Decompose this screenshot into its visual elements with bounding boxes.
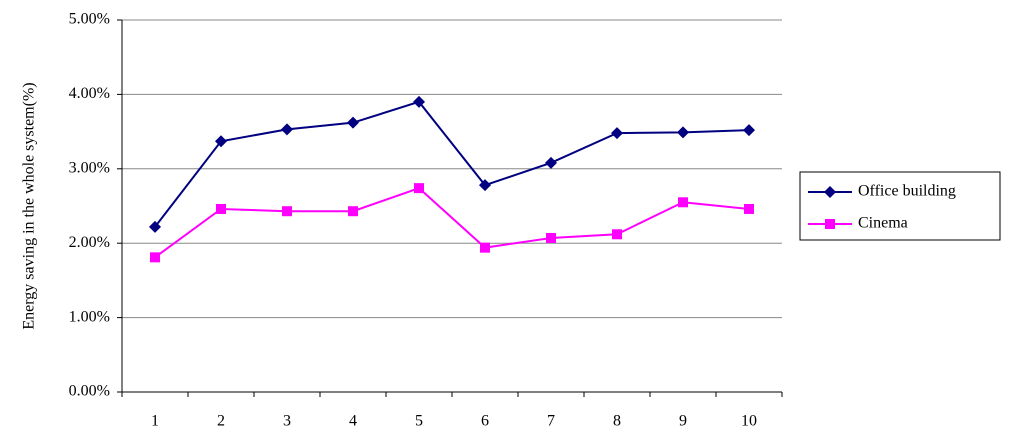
x-tick-label: 7: [547, 413, 555, 430]
x-tick-label: 3: [283, 413, 291, 430]
legend-label: Cinema: [858, 215, 908, 232]
marker: [546, 232, 556, 243]
marker: [215, 135, 227, 148]
x-tick-label: 4: [349, 413, 357, 430]
marker: [479, 179, 491, 192]
series-line: [154, 187, 750, 259]
y-axis-label: Energy saving in the whole system(%): [21, 82, 38, 329]
y-tick-label: 5.00%: [69, 11, 110, 28]
y-tick-label: 4.00%: [69, 85, 110, 102]
marker: [744, 203, 754, 214]
x-tick-label: 10: [741, 413, 757, 430]
y-tick-label: 0.00%: [69, 383, 110, 400]
x-tick-label: 2: [217, 413, 225, 430]
marker: [347, 116, 359, 129]
marker: [413, 95, 425, 108]
x-tick-label: 6: [481, 413, 489, 430]
y-tick-label: 2.00%: [69, 234, 110, 251]
legend-marker: [825, 219, 835, 229]
y-tick-label: 3.00%: [69, 159, 110, 176]
legend-label: Office building: [858, 183, 956, 200]
marker: [282, 206, 292, 217]
marker: [149, 220, 161, 233]
x-tick-label: 1: [151, 413, 159, 430]
marker: [678, 197, 688, 208]
y-tick-label: 1.00%: [69, 308, 110, 325]
x-tick-label: 5: [415, 413, 423, 430]
marker: [348, 206, 358, 217]
marker: [216, 203, 226, 214]
marker: [612, 229, 622, 240]
marker: [677, 126, 689, 139]
marker: [414, 183, 424, 194]
marker: [545, 156, 557, 169]
marker: [150, 252, 160, 263]
marker: [281, 123, 293, 136]
legend-marker: [824, 186, 836, 198]
marker: [611, 127, 623, 140]
x-tick-label: 9: [679, 413, 687, 430]
x-tick-label: 8: [613, 413, 621, 430]
marker: [480, 242, 490, 253]
series-line: [154, 100, 750, 228]
marker: [743, 124, 755, 137]
